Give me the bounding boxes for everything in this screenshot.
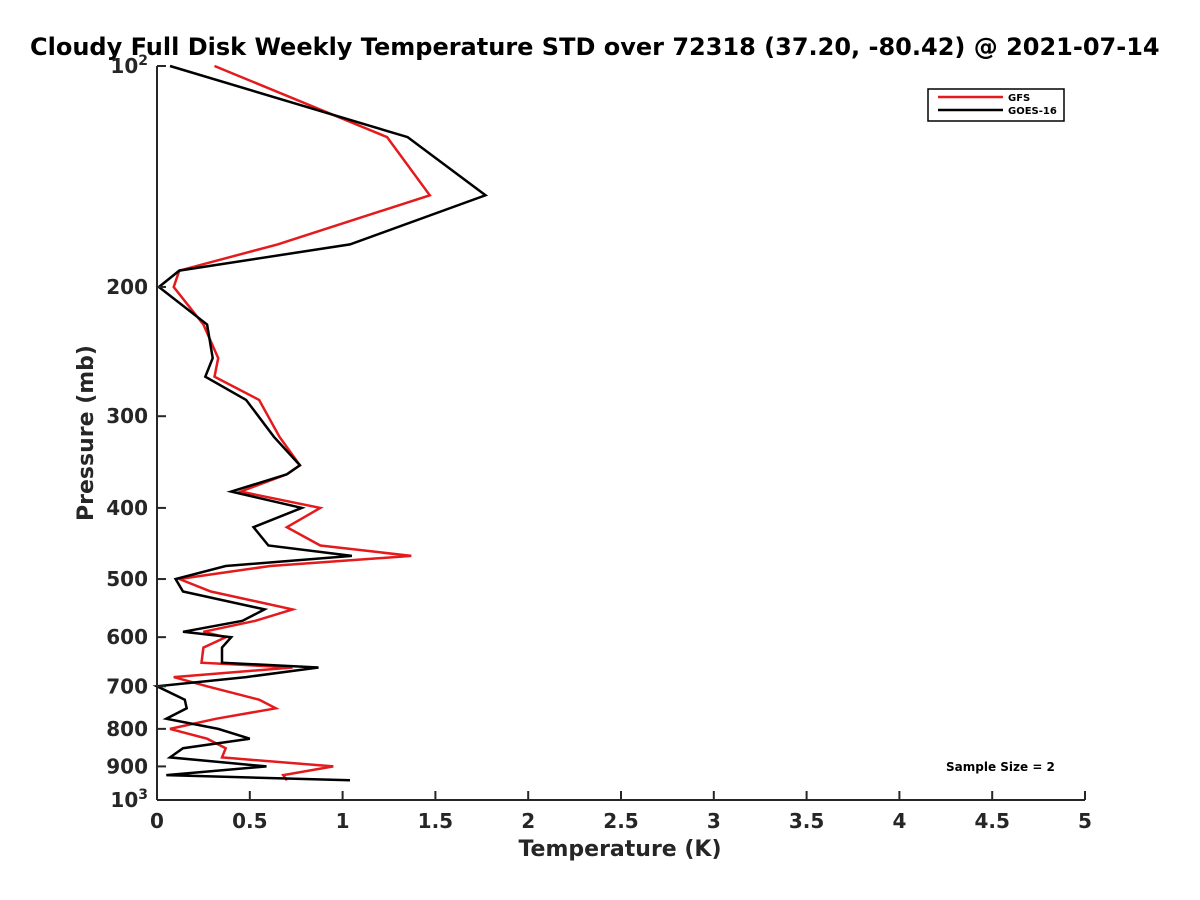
series-line-goes-16 — [152, 64, 489, 782]
plot-area: 0 0.5 1 1.5 2 2.5 3 3.5 4 4.5 5 102 200 300 400 500 600… — [106, 53, 1092, 833]
x-tick-label: 1 — [336, 809, 350, 833]
x-tick-label: 3 — [707, 809, 721, 833]
y-tick-label: 200 — [106, 275, 148, 299]
series-layer — [152, 64, 489, 782]
sample-size-annotation: Sample Size = 2 — [946, 760, 1055, 774]
chart-title: Cloudy Full Disk Weekly Temperature STD … — [30, 33, 1160, 61]
x-tick-label: 1.5 — [418, 809, 453, 833]
x-tick-label: 0.5 — [232, 809, 267, 833]
y-tick-label: 700 — [106, 674, 148, 698]
y-tick-label: 103 — [110, 787, 148, 812]
x-tick-label: 2 — [521, 809, 535, 833]
y-axis-ticks: 102 200 300 400 500 600 700 800 900 103 — [106, 53, 166, 812]
y-tick-label: 102 — [110, 53, 148, 78]
y-axis-label: Pressure (mb) — [74, 345, 99, 521]
x-tick-label: 4.5 — [974, 809, 1009, 833]
x-tick-label: 3.5 — [789, 809, 824, 833]
x-tick-label: 2.5 — [603, 809, 638, 833]
x-tick-label: 4 — [892, 809, 906, 833]
y-tick-label: 900 — [106, 754, 148, 778]
x-axis-ticks: 0 0.5 1 1.5 2 2.5 3 3.5 4 4.5 5 — [150, 791, 1092, 833]
y-tick-label: 500 — [106, 567, 148, 591]
x-axis-label: Temperature (K) — [518, 837, 721, 862]
x-tick-label: 5 — [1078, 809, 1092, 833]
legend-label-gfs: GFS — [1008, 93, 1030, 104]
y-tick-label: 600 — [106, 625, 148, 649]
y-tick-label: 400 — [106, 496, 148, 520]
y-tick-label: 800 — [106, 717, 148, 741]
legend-box — [927, 88, 1065, 122]
y-tick-label: 300 — [106, 404, 148, 428]
x-tick-label: 0 — [150, 809, 164, 833]
legend-label-goes-16: GOES-16 — [1008, 106, 1057, 117]
legend: GFS GOES-16 — [927, 88, 1065, 122]
